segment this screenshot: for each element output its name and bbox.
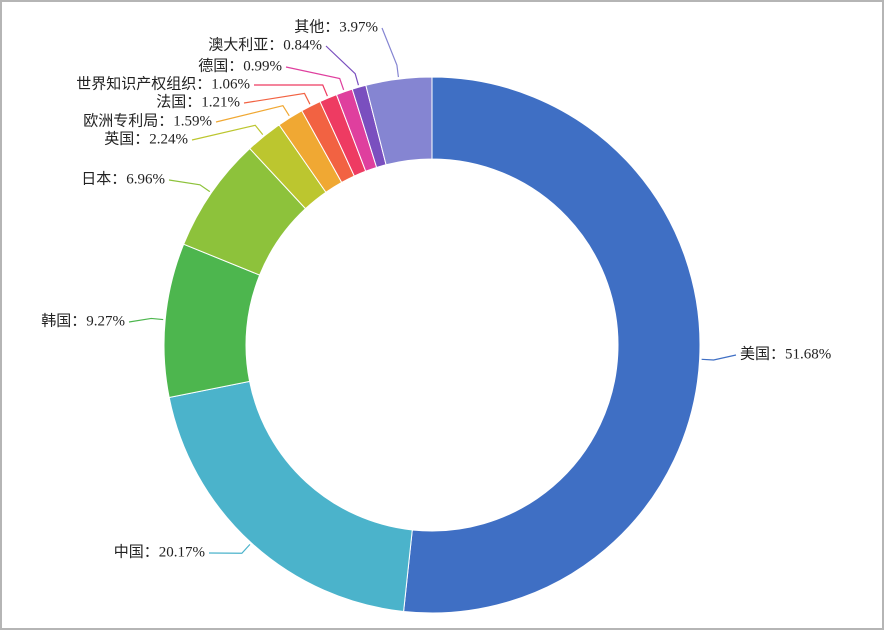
data-label: 世界知识产权组织：1.06% — [76, 75, 250, 92]
donut-slice — [365, 76, 433, 166]
data-label: 德国：0.99% — [198, 56, 282, 74]
leader-line — [208, 543, 251, 554]
data-label: 澳大利亚：0.84% — [208, 36, 322, 53]
data-label: 欧洲专利局：1.59% — [83, 112, 212, 129]
leader-line — [701, 354, 737, 361]
leader-line — [168, 179, 211, 193]
leader-line — [215, 104, 290, 123]
leader-line — [285, 66, 345, 91]
data-label: 美国：51.68% — [740, 345, 831, 362]
donut-slice — [403, 76, 701, 614]
leader-line — [381, 27, 400, 78]
leader-line — [325, 45, 360, 86]
leader-line — [128, 317, 164, 323]
data-label: 其他：3.97% — [294, 18, 378, 35]
data-label: 英国：2.24% — [104, 129, 188, 147]
leader-line — [253, 84, 328, 97]
data-label: 中国：20.17% — [114, 543, 205, 560]
data-label: 法国：1.21% — [156, 93, 240, 110]
leader-line — [191, 124, 264, 141]
data-label: 韩国：9.27% — [41, 312, 125, 329]
leader-line — [243, 92, 311, 105]
data-label: 日本：6.96% — [81, 170, 165, 187]
